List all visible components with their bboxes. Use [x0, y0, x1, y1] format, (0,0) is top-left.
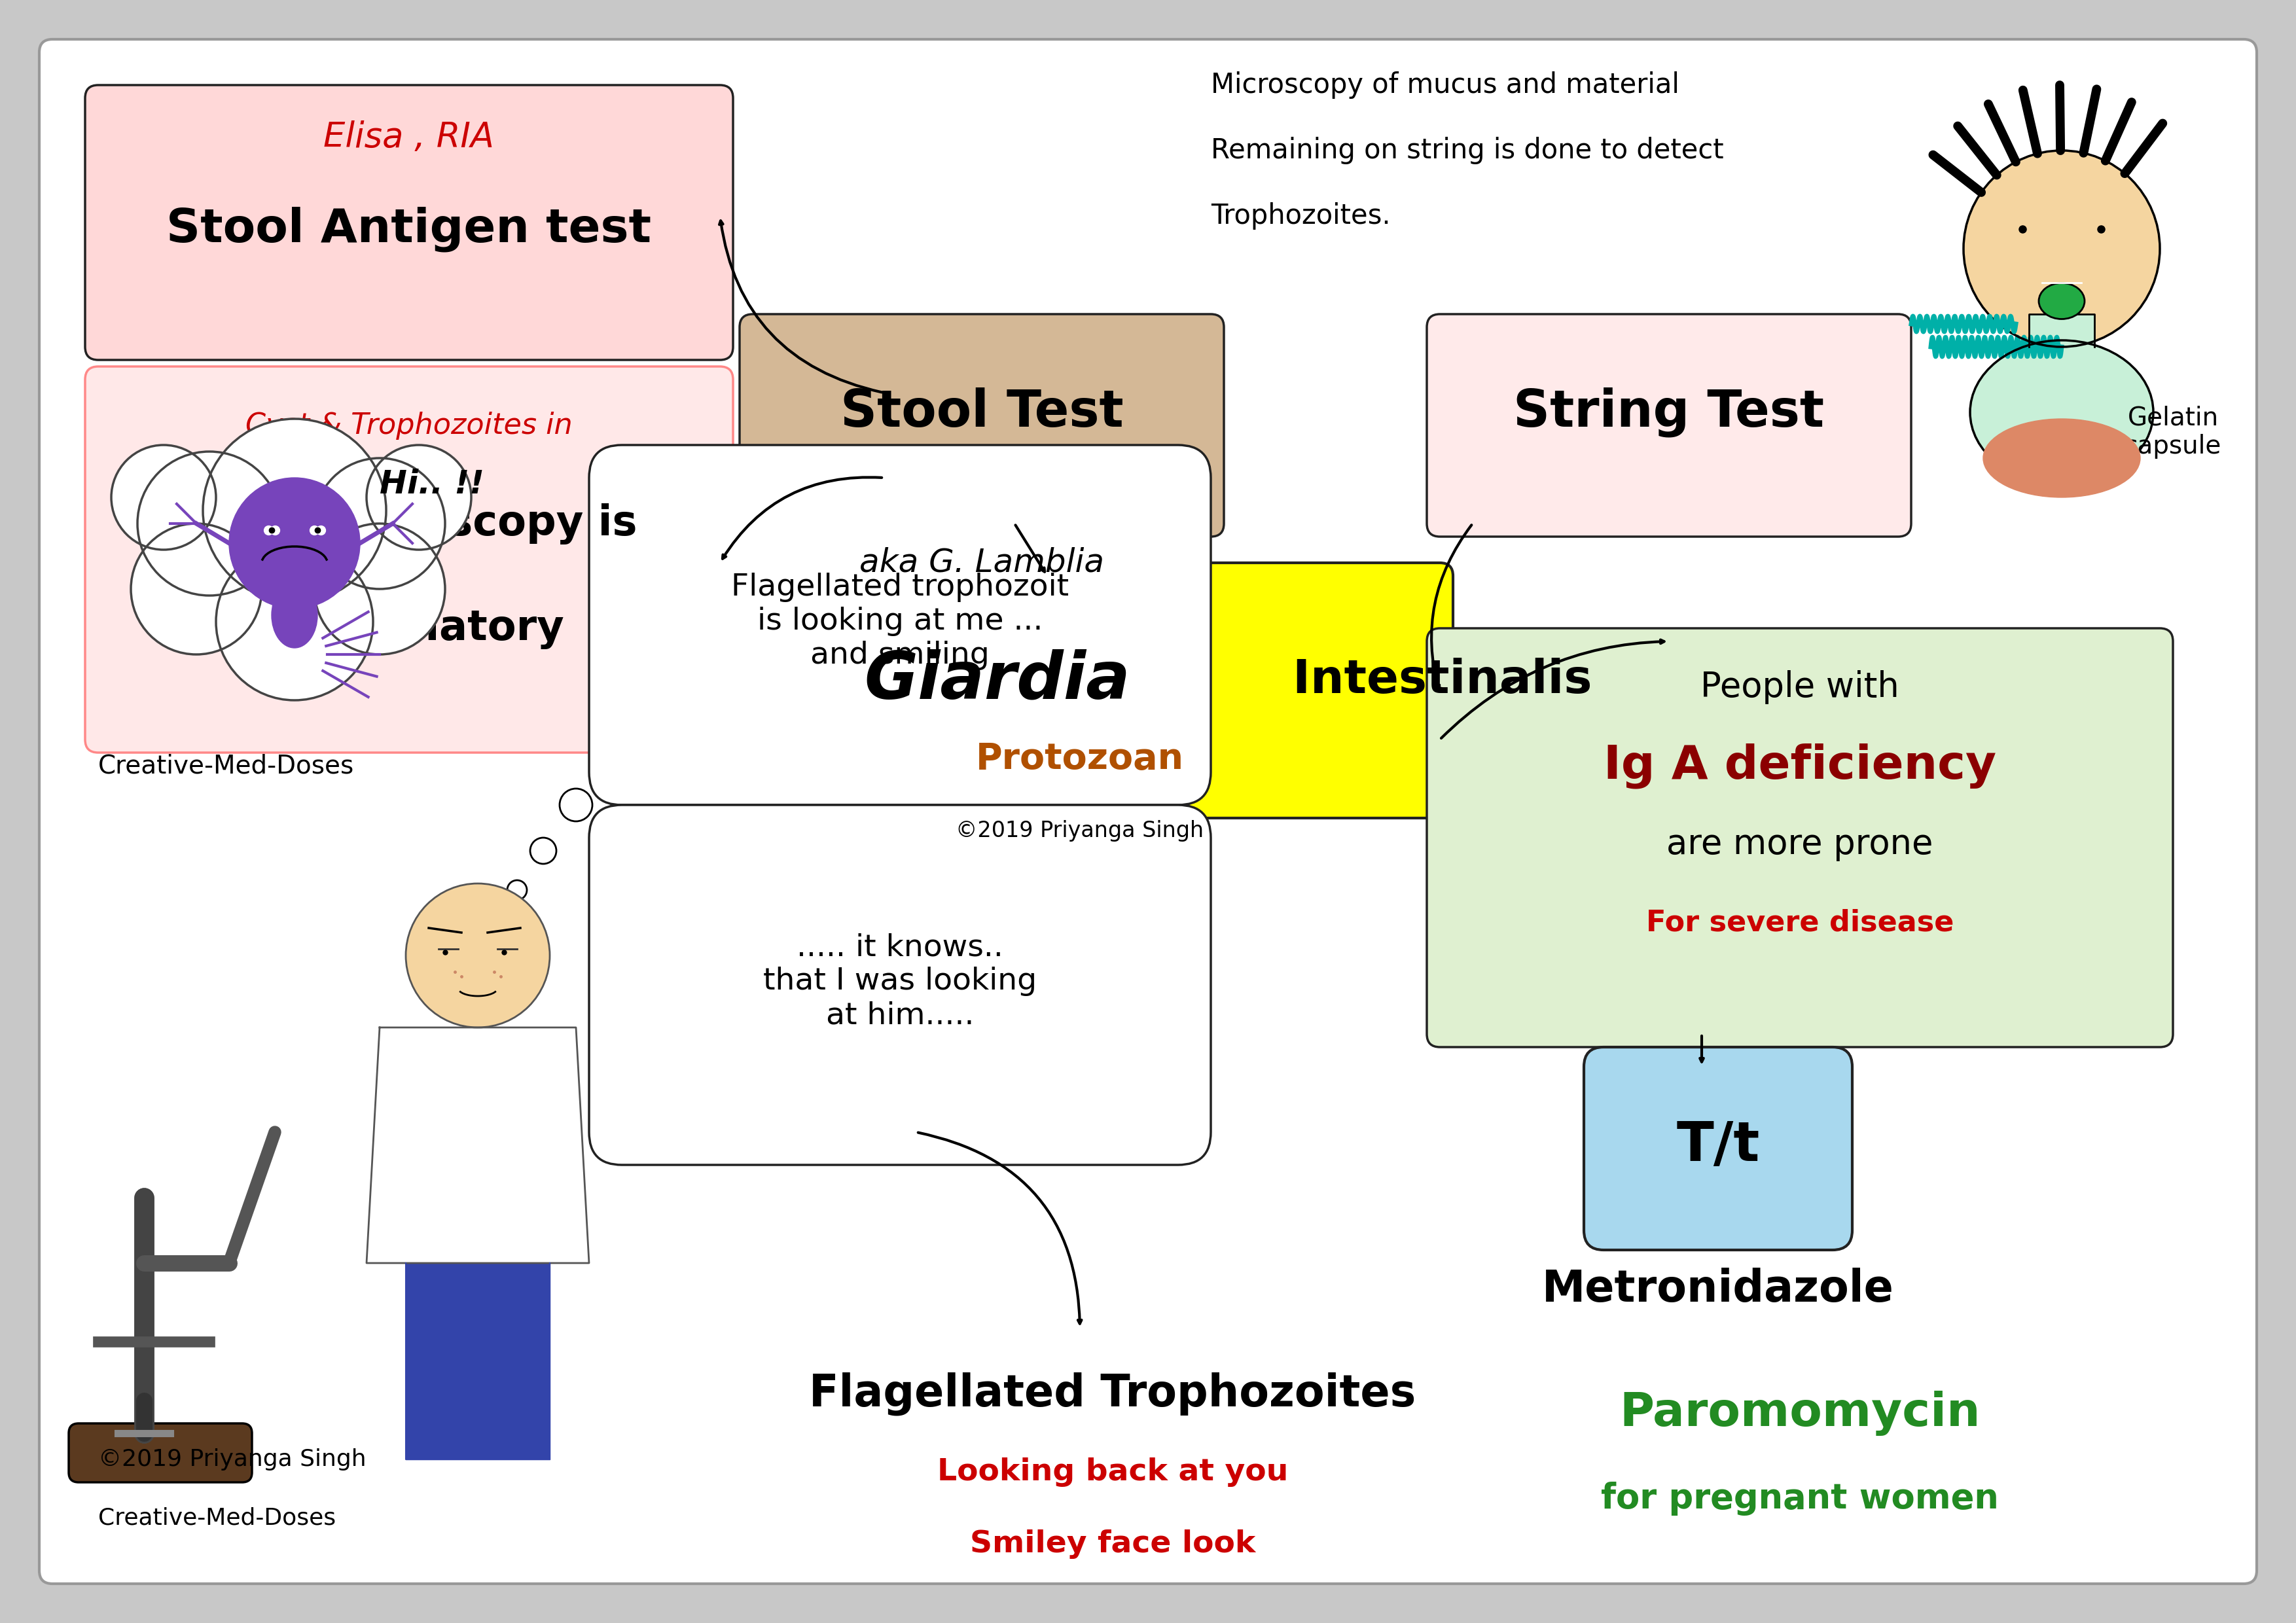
Circle shape: [507, 880, 526, 899]
Circle shape: [230, 477, 360, 609]
FancyBboxPatch shape: [69, 1423, 253, 1482]
FancyBboxPatch shape: [39, 39, 2257, 1584]
Circle shape: [367, 445, 471, 550]
Text: T/t: T/t: [1676, 1118, 1759, 1172]
Ellipse shape: [1970, 341, 2154, 484]
FancyBboxPatch shape: [85, 367, 732, 753]
FancyBboxPatch shape: [590, 445, 1210, 805]
Circle shape: [131, 524, 262, 654]
Text: For severe disease: For severe disease: [1646, 909, 1954, 936]
Text: are more prone: are more prone: [1667, 828, 1933, 862]
Text: Trophozoites.: Trophozoites.: [1210, 203, 1391, 230]
Text: Stool Antigen test: Stool Antigen test: [168, 206, 652, 252]
Text: Giardia: Giardia: [863, 649, 1130, 712]
Text: Gelatin
capsule: Gelatin capsule: [2124, 406, 2223, 459]
Circle shape: [1963, 151, 2161, 347]
Ellipse shape: [1984, 419, 2140, 497]
FancyBboxPatch shape: [1426, 628, 2172, 1047]
Text: People with: People with: [1701, 670, 1899, 704]
FancyBboxPatch shape: [1426, 315, 1910, 537]
Text: ..... it knows..
that I was looking
at him.....: ..... it knows.. that I was looking at h…: [762, 933, 1038, 1031]
Text: Flagellated trophozoit
is looking at me ...
and smiling: Flagellated trophozoit is looking at me …: [730, 573, 1070, 670]
Text: Confirmatory: Confirmatory: [253, 607, 565, 649]
FancyBboxPatch shape: [707, 563, 1453, 818]
Circle shape: [216, 544, 372, 700]
Text: Metronidazole: Metronidazole: [1543, 1268, 1894, 1311]
Ellipse shape: [271, 583, 317, 648]
Text: Ig A deficiency: Ig A deficiency: [1603, 743, 1995, 789]
Text: Cyst & Trophozoites in: Cyst & Trophozoites in: [246, 411, 572, 440]
Text: ©2019 Priyanga Singh: ©2019 Priyanga Singh: [99, 1448, 367, 1470]
Text: ©2019 Priyanga Singh: ©2019 Priyanga Singh: [955, 820, 1203, 842]
Text: Elisa , RIA: Elisa , RIA: [324, 120, 494, 154]
FancyBboxPatch shape: [590, 805, 1210, 1165]
Text: Flagellated Trophozoites: Flagellated Trophozoites: [808, 1371, 1417, 1415]
Text: Looking back at you: Looking back at you: [937, 1457, 1288, 1487]
FancyBboxPatch shape: [1584, 1047, 1853, 1250]
FancyBboxPatch shape: [85, 84, 732, 360]
Circle shape: [315, 458, 445, 589]
Text: Protozoan: Protozoan: [976, 742, 1185, 777]
FancyBboxPatch shape: [739, 315, 1224, 537]
Text: Stool Test: Stool Test: [840, 388, 1123, 437]
Text: Creative-Med-Doses: Creative-Med-Doses: [99, 753, 354, 777]
Circle shape: [315, 524, 445, 654]
Circle shape: [138, 451, 282, 596]
Circle shape: [110, 445, 216, 550]
Circle shape: [202, 419, 386, 602]
Text: Paromomycin: Paromomycin: [1619, 1391, 1981, 1436]
Text: String Test: String Test: [1513, 388, 1825, 437]
Text: Intestinalis: Intestinalis: [1277, 657, 1591, 703]
Circle shape: [560, 789, 592, 821]
Text: Microscopy of mucus and material: Microscopy of mucus and material: [1210, 71, 1678, 99]
Text: Stool Microscopy is: Stool Microscopy is: [181, 503, 636, 544]
Text: Remaining on string is done to detect: Remaining on string is done to detect: [1210, 136, 1724, 164]
Circle shape: [530, 837, 556, 863]
Text: aka G. Lamblia: aka G. Lamblia: [859, 547, 1104, 578]
Ellipse shape: [2039, 282, 2085, 320]
Text: Hi.. !!: Hi.. !!: [379, 469, 484, 500]
Circle shape: [406, 883, 549, 1027]
Text: Smiley face look: Smiley face look: [969, 1530, 1256, 1560]
Text: for pregnant women: for pregnant women: [1600, 1482, 2000, 1516]
Text: Creative-Med-Doses: Creative-Med-Doses: [99, 1508, 335, 1529]
Polygon shape: [367, 1027, 590, 1263]
